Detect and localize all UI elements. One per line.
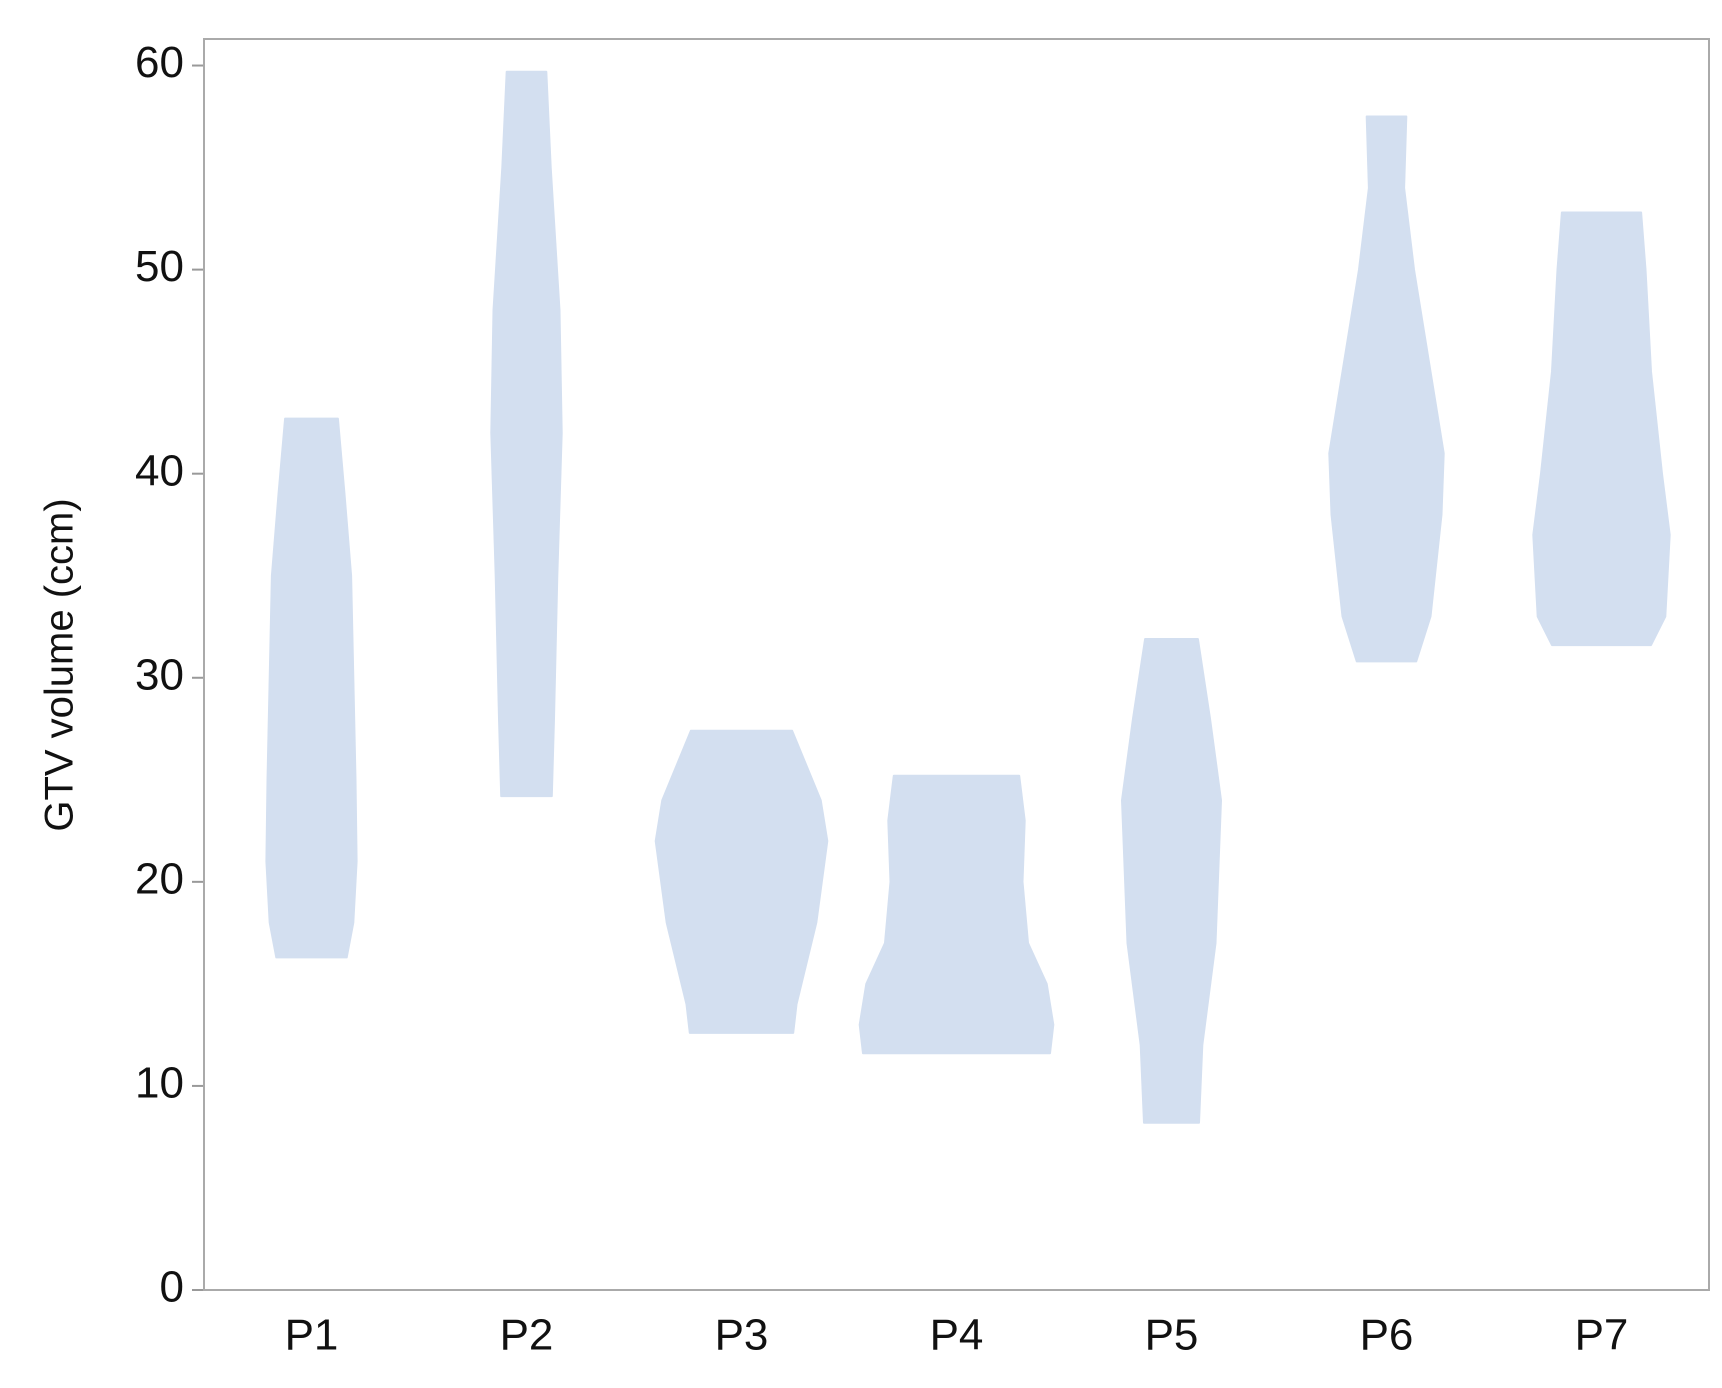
violin [490, 70, 563, 798]
y-tick-label: 0 [160, 1263, 184, 1312]
plot-frame [203, 38, 1710, 1291]
y-tick-label: 60 [135, 38, 184, 87]
x-tick-label: P6 [1360, 1311, 1414, 1360]
x-tick-label: P3 [715, 1311, 769, 1360]
violin [1532, 211, 1671, 647]
x-tick-label: P7 [1575, 1311, 1629, 1360]
violin [654, 729, 829, 1034]
x-tick-label: P1 [285, 1311, 339, 1360]
violin [1328, 115, 1445, 663]
x-tick-label: P5 [1145, 1311, 1199, 1360]
y-tick-label: 40 [135, 446, 184, 495]
x-tick-label: P4 [930, 1311, 984, 1360]
y-tick-label: 10 [135, 1059, 184, 1108]
violin [265, 417, 358, 959]
y-tick-label: 30 [135, 650, 184, 699]
x-tick-label: P2 [500, 1311, 554, 1360]
y-tick-label: 20 [135, 854, 184, 903]
y-tick-label: 50 [135, 242, 184, 291]
y-axis-title: GTV volume (ccm) [38, 498, 82, 831]
violin [1121, 638, 1222, 1124]
violin [858, 774, 1055, 1055]
